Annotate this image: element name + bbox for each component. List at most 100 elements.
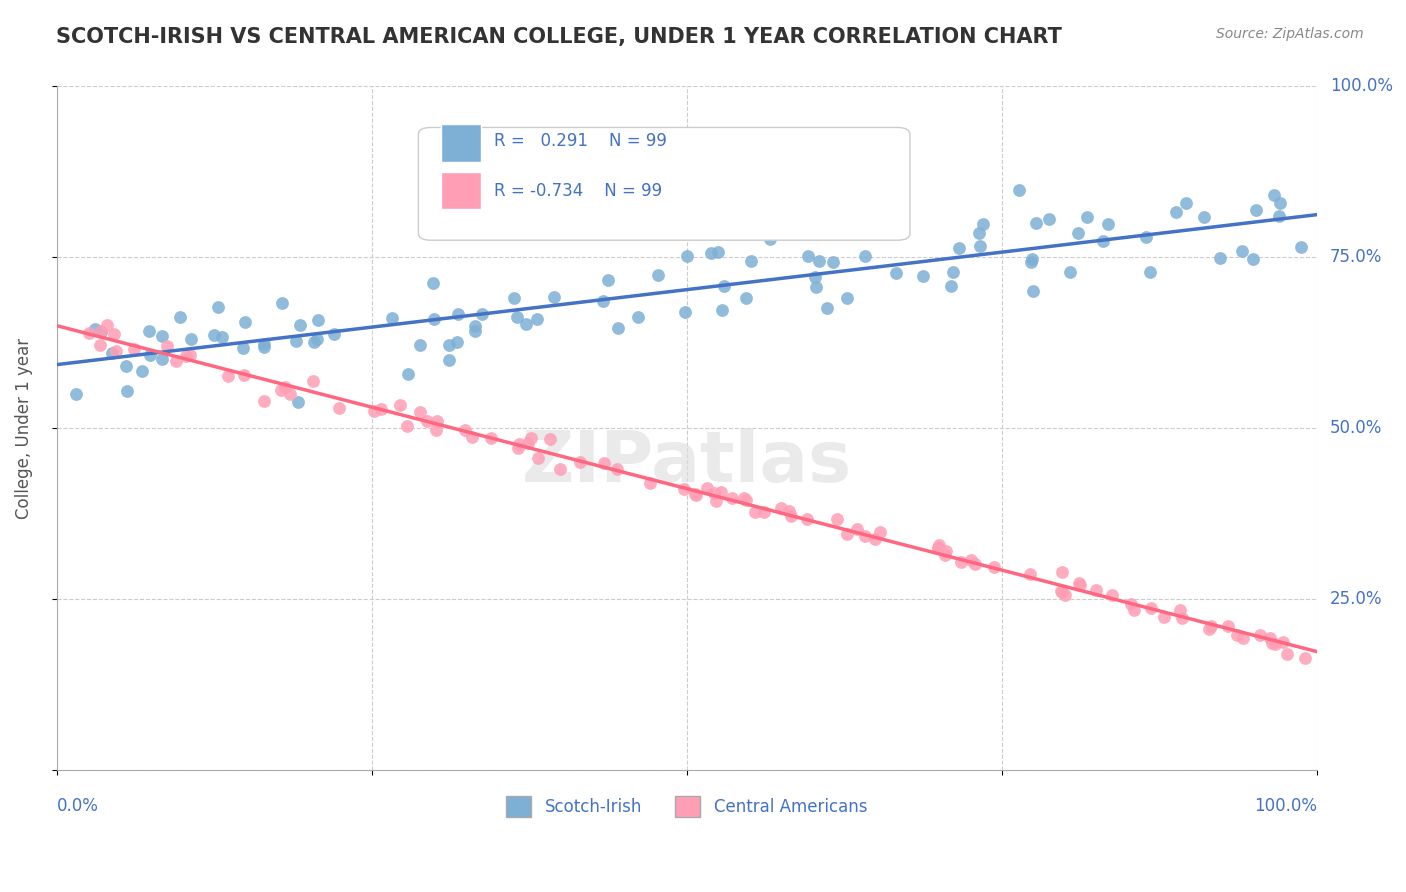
Point: [202, 327, 225, 342]
Text: ZIPatlas: ZIPatlas: [522, 428, 852, 497]
Point: [934, 549, 956, 563]
Point: [526, 311, 548, 326]
Point: [702, 486, 724, 500]
Point: [1230, 244, 1253, 258]
Point: [835, 291, 858, 305]
Point: [821, 255, 844, 269]
Point: [1092, 234, 1115, 248]
Point: [409, 337, 432, 351]
Point: [508, 437, 530, 451]
Point: [1263, 188, 1285, 202]
Point: [515, 317, 537, 331]
Point: [288, 318, 311, 332]
Point: [1199, 619, 1222, 633]
Point: [948, 241, 970, 255]
Point: [1294, 650, 1316, 665]
Point: [89, 338, 111, 352]
Point: [853, 529, 876, 543]
Point: [396, 367, 419, 381]
Point: [370, 401, 392, 416]
Point: [1275, 647, 1298, 661]
Point: [538, 432, 561, 446]
Point: [927, 541, 949, 556]
Point: [233, 315, 256, 329]
Point: [1052, 585, 1074, 599]
Point: [122, 342, 145, 356]
Point: [1069, 578, 1091, 592]
Point: [638, 476, 661, 491]
Point: [422, 276, 444, 290]
Point: [101, 346, 124, 360]
Point: [96, 318, 118, 332]
Point: [1101, 588, 1123, 602]
Point: [253, 393, 276, 408]
Point: [408, 405, 430, 419]
Point: [704, 493, 727, 508]
Point: [543, 290, 565, 304]
Point: [517, 436, 540, 450]
Point: [302, 374, 325, 388]
Point: [1069, 575, 1091, 590]
Point: [713, 278, 735, 293]
Point: [884, 266, 907, 280]
Point: [77, 326, 100, 340]
Point: [1122, 603, 1144, 617]
Point: [207, 300, 229, 314]
Y-axis label: College, Under 1 year: College, Under 1 year: [15, 338, 32, 519]
Point: [461, 430, 484, 444]
Point: [139, 348, 162, 362]
Point: [972, 218, 994, 232]
Point: [733, 491, 755, 505]
Point: [389, 398, 412, 412]
Point: [627, 310, 650, 324]
Point: [1038, 211, 1060, 226]
Point: [806, 280, 828, 294]
Point: [1025, 216, 1047, 230]
Point: [606, 462, 628, 476]
Point: [1244, 203, 1267, 218]
Text: 25.0%: 25.0%: [1330, 591, 1382, 608]
Point: [115, 384, 138, 398]
Point: [1260, 636, 1282, 650]
Text: 100.0%: 100.0%: [1254, 797, 1317, 815]
Point: [233, 368, 256, 382]
Point: [853, 249, 876, 263]
Point: [479, 431, 502, 445]
Point: [752, 505, 775, 519]
Point: [592, 456, 614, 470]
Point: [744, 505, 766, 519]
Point: [815, 301, 838, 315]
Point: [825, 512, 848, 526]
Point: [700, 245, 723, 260]
Point: [1135, 230, 1157, 244]
Point: [1139, 265, 1161, 279]
Point: [464, 324, 486, 338]
Point: [416, 414, 439, 428]
Point: [1166, 204, 1188, 219]
Point: [935, 544, 957, 558]
Point: [150, 328, 173, 343]
Point: [1289, 240, 1312, 254]
Point: [454, 423, 477, 437]
Text: 100.0%: 100.0%: [1330, 78, 1393, 95]
Point: [740, 253, 762, 268]
Point: [598, 273, 620, 287]
Text: Source: ZipAtlas.com: Source: ZipAtlas.com: [1216, 27, 1364, 41]
Point: [1007, 183, 1029, 197]
Point: [1050, 565, 1073, 579]
Point: [437, 353, 460, 368]
Point: [796, 512, 818, 526]
Point: [1264, 637, 1286, 651]
Point: [90, 324, 112, 338]
Point: [1050, 583, 1073, 598]
Point: [1168, 603, 1191, 617]
Point: [156, 339, 179, 353]
Point: [676, 249, 699, 263]
Point: [548, 461, 571, 475]
Point: [503, 291, 526, 305]
Point: [607, 321, 630, 335]
Point: [804, 270, 827, 285]
Point: [696, 482, 718, 496]
Point: [942, 265, 965, 279]
Point: [138, 324, 160, 338]
